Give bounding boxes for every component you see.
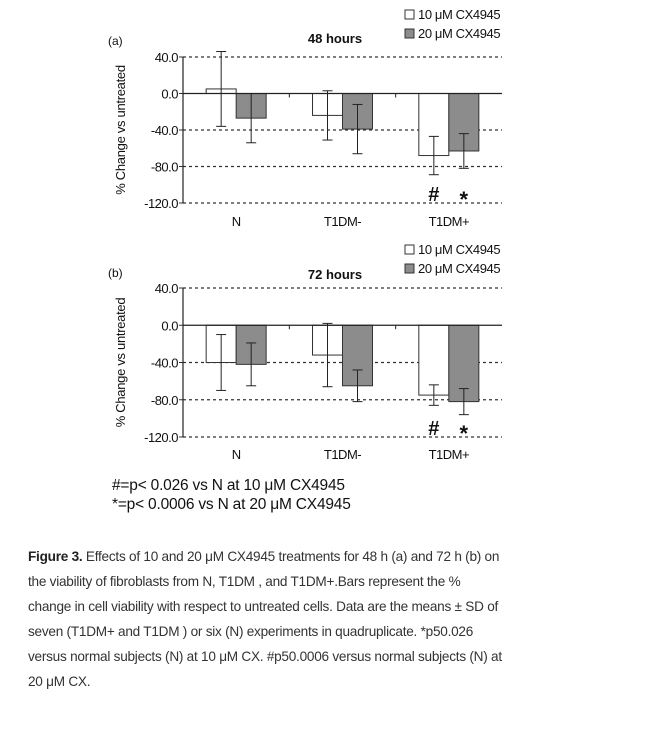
y-tick-label: -120.0 bbox=[144, 196, 178, 211]
x-tick-label: T1DM- bbox=[324, 214, 361, 229]
y-tick-label: -80.0 bbox=[151, 160, 178, 175]
figure-caption: Figure 3. Effects of 10 and 20 μM CX4945… bbox=[28, 544, 648, 694]
y-axis-label: % Change vs untreated bbox=[113, 298, 128, 428]
legend-label: 20 μM CX4945 bbox=[418, 261, 500, 276]
chart-title: 72 hours bbox=[308, 267, 362, 282]
x-tick-label: T1DM+ bbox=[429, 214, 469, 229]
y-axis-label: % Change vs untreated bbox=[113, 65, 128, 195]
y-tick-label: 40.0 bbox=[155, 281, 179, 296]
caption-line: the viability of fibroblasts from N, T1D… bbox=[28, 574, 461, 589]
y-tick-label: -40.0 bbox=[151, 356, 178, 371]
caption-line: Effects of 10 and 20 μM CX4945 treatment… bbox=[82, 549, 500, 564]
legend-label: 10 μM CX4945 bbox=[418, 242, 500, 257]
footnote-star: *=p< 0.0006 vs N at 20 μM CX4945 bbox=[112, 496, 351, 513]
footnote-hash: #=p< 0.026 vs N at 10 μM CX4945 bbox=[112, 477, 345, 494]
y-tick-label: 0.0 bbox=[161, 318, 178, 333]
legend-label: 20 μM CX4945 bbox=[418, 26, 500, 41]
y-tick-label: 0.0 bbox=[161, 87, 178, 102]
panel-label: (b) bbox=[108, 266, 123, 280]
caption-line: versus normal subjects (N) at 10 μM CX. … bbox=[28, 649, 502, 664]
significance-mark: * bbox=[460, 421, 469, 446]
legend-swatch bbox=[404, 263, 415, 274]
caption-line: change in cell viability with respect to… bbox=[28, 599, 499, 614]
figure-charts: 40.0 0.0 -40.0 -80.0 -120.0 N T1DM- T1DM+ # * 48 h… bbox=[108, 7, 502, 462]
caption-line: seven (T1DM+ and T1DM ) or six (N) exper… bbox=[28, 624, 474, 639]
legend-swatch bbox=[404, 28, 415, 39]
x-tick-label: T1DM+ bbox=[429, 447, 469, 462]
y-tick-label: 40.0 bbox=[155, 50, 179, 65]
y-tick-label: -40.0 bbox=[151, 123, 178, 138]
significance-mark: * bbox=[460, 187, 469, 212]
x-tick-label: N bbox=[232, 214, 241, 229]
chart-title: 48 hours bbox=[308, 31, 362, 46]
legend-label: 10 μM CX4945 bbox=[418, 7, 500, 22]
legend-swatch bbox=[404, 9, 415, 20]
x-tick-label: N bbox=[232, 447, 241, 462]
caption-line: 20 μM CX. bbox=[28, 674, 91, 689]
y-tick-label: -80.0 bbox=[151, 393, 178, 408]
x-tick-label: T1DM- bbox=[324, 447, 361, 462]
significance-mark: # bbox=[428, 184, 439, 206]
caption-label: Figure 3. bbox=[28, 549, 83, 564]
y-tick-label: -120.0 bbox=[144, 430, 178, 445]
panel-label: (a) bbox=[108, 34, 123, 48]
legend-swatch bbox=[404, 244, 415, 255]
significance-mark: # bbox=[428, 418, 439, 440]
